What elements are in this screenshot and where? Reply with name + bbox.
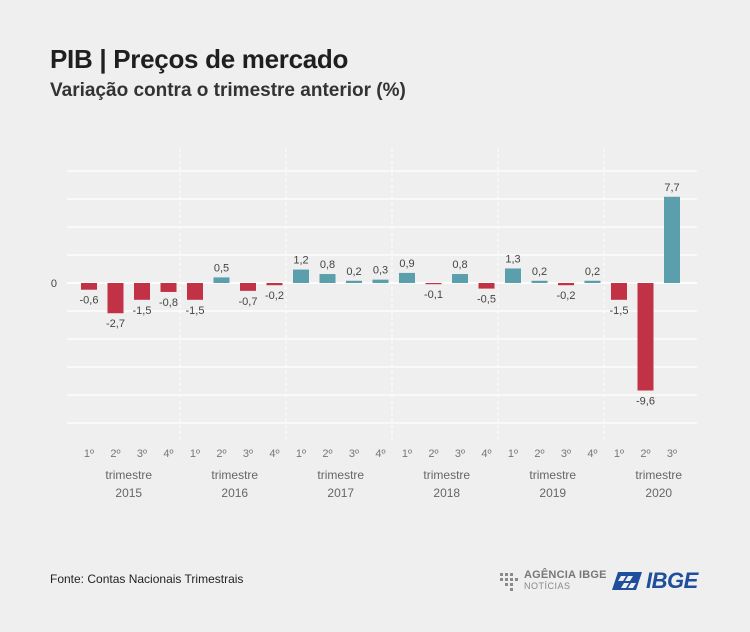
- bar: [187, 283, 203, 300]
- bar: [213, 277, 230, 283]
- group-word-label: trimestre: [635, 468, 682, 482]
- agencia-ibge-logo: AGÊNCIA IBGE NOTÍCIAS: [498, 567, 607, 595]
- bar: [319, 274, 336, 283]
- data-label: 0,9: [399, 258, 414, 270]
- quarter-tick-label: 1º: [402, 448, 412, 460]
- data-label: 0,8: [452, 259, 467, 271]
- quarter-tick-label: 3º: [349, 448, 359, 460]
- bar: [425, 283, 442, 285]
- data-label: -1,5: [133, 305, 152, 317]
- quarter-tick-label: 4º: [587, 448, 597, 460]
- bar: [558, 283, 574, 286]
- quarter-tick-label: 4º: [269, 448, 279, 460]
- bar: [107, 283, 124, 314]
- bar: [399, 272, 415, 283]
- quarter-tick-label: 1º: [614, 448, 624, 460]
- bar: [240, 283, 256, 291]
- quarter-tick-label: 2º: [428, 448, 438, 460]
- bar: [478, 283, 495, 289]
- quarter-tick-label: 4º: [163, 448, 173, 460]
- data-label: -0,2: [265, 290, 284, 302]
- data-label: -0,8: [159, 297, 178, 309]
- agency-sub: NOTÍCIAS: [524, 581, 571, 591]
- agency-grid-icon: [500, 573, 518, 591]
- bar: [664, 196, 680, 283]
- data-label: -0,7: [239, 296, 258, 308]
- quarter-tick-label: 3º: [243, 448, 253, 460]
- data-label: 0,8: [320, 259, 335, 271]
- ibge-wordmark: IBGE: [646, 568, 698, 593]
- quarter-tick-label: 2º: [216, 448, 226, 460]
- year-label: 2018: [433, 486, 460, 500]
- bar-chart: 0 -0,6 1º -2,7 2º -1,5 3º -0,8 4º trimestre 2015 -1…: [51, 148, 697, 500]
- data-label: 0,5: [214, 262, 229, 274]
- data-label: -2,7: [106, 318, 125, 330]
- quarter-tick-label: 2º: [640, 448, 650, 460]
- year-label: 2019: [539, 486, 566, 500]
- quarter-tick-label: 4º: [481, 448, 491, 460]
- group-word-label: trimestre: [211, 468, 258, 482]
- ibge-logo: IBGE: [612, 568, 698, 594]
- data-label: -0,5: [477, 294, 496, 306]
- quarter-tick-label: 1º: [296, 448, 306, 460]
- bar: [452, 274, 468, 283]
- bar: [160, 283, 177, 292]
- data-label: -1,5: [610, 305, 629, 317]
- quarter-tick-label: 3º: [137, 448, 147, 460]
- bar: [81, 283, 97, 290]
- data-label: -0,2: [557, 290, 576, 302]
- group-word-label: trimestre: [317, 468, 364, 482]
- zero-tick-label: 0: [51, 278, 57, 290]
- data-label: -0,6: [80, 295, 99, 307]
- quarter-tick-label: 4º: [375, 448, 385, 460]
- quarter-tick-label: 3º: [667, 448, 677, 460]
- group-word-label: trimestre: [529, 468, 576, 482]
- year-label: 2015: [115, 486, 142, 500]
- quarter-tick-label: 1º: [508, 448, 518, 460]
- data-label: 0,3: [373, 265, 388, 277]
- data-label: 1,3: [505, 253, 520, 265]
- quarter-tick-label: 3º: [455, 448, 465, 460]
- bar: [531, 280, 548, 283]
- chart-subtitle: Variação contra o trimestre anterior (%): [50, 80, 406, 101]
- quarter-tick-label: 2º: [322, 448, 332, 460]
- year-label: 2017: [327, 486, 354, 500]
- bar: [293, 269, 309, 283]
- data-label: -1,5: [186, 305, 205, 317]
- bar: [372, 279, 389, 283]
- source-note: Fonte: Contas Nacionais Trimestrais: [50, 572, 244, 586]
- data-label: -0,1: [424, 289, 443, 301]
- data-label: 1,2: [293, 255, 308, 267]
- bar: [266, 283, 283, 286]
- quarter-tick-label: 2º: [110, 448, 120, 460]
- group-word-label: trimestre: [105, 468, 152, 482]
- quarter-tick-label: 2º: [534, 448, 544, 460]
- group-word-label: trimestre: [423, 468, 470, 482]
- quarter-tick-label: 1º: [190, 448, 200, 460]
- data-label: 0,2: [585, 266, 600, 278]
- bar: [637, 283, 654, 391]
- data-label: -9,6: [636, 396, 655, 408]
- bar: [134, 283, 150, 300]
- agency-name: AGÊNCIA IBGE: [524, 569, 607, 581]
- bar: [584, 280, 601, 283]
- data-label: 7,7: [664, 182, 679, 194]
- bar: [505, 268, 521, 283]
- ibge-mark-icon: [612, 572, 642, 590]
- year-label: 2016: [221, 486, 248, 500]
- bar: [611, 283, 627, 300]
- chart-title: PIB | Preços de mercado: [50, 44, 349, 74]
- data-label: 0,2: [532, 266, 547, 278]
- quarter-tick-label: 3º: [561, 448, 571, 460]
- bar: [346, 280, 362, 283]
- year-label: 2020: [645, 486, 672, 500]
- quarter-tick-label: 1º: [84, 448, 94, 460]
- data-label: 0,2: [346, 266, 361, 278]
